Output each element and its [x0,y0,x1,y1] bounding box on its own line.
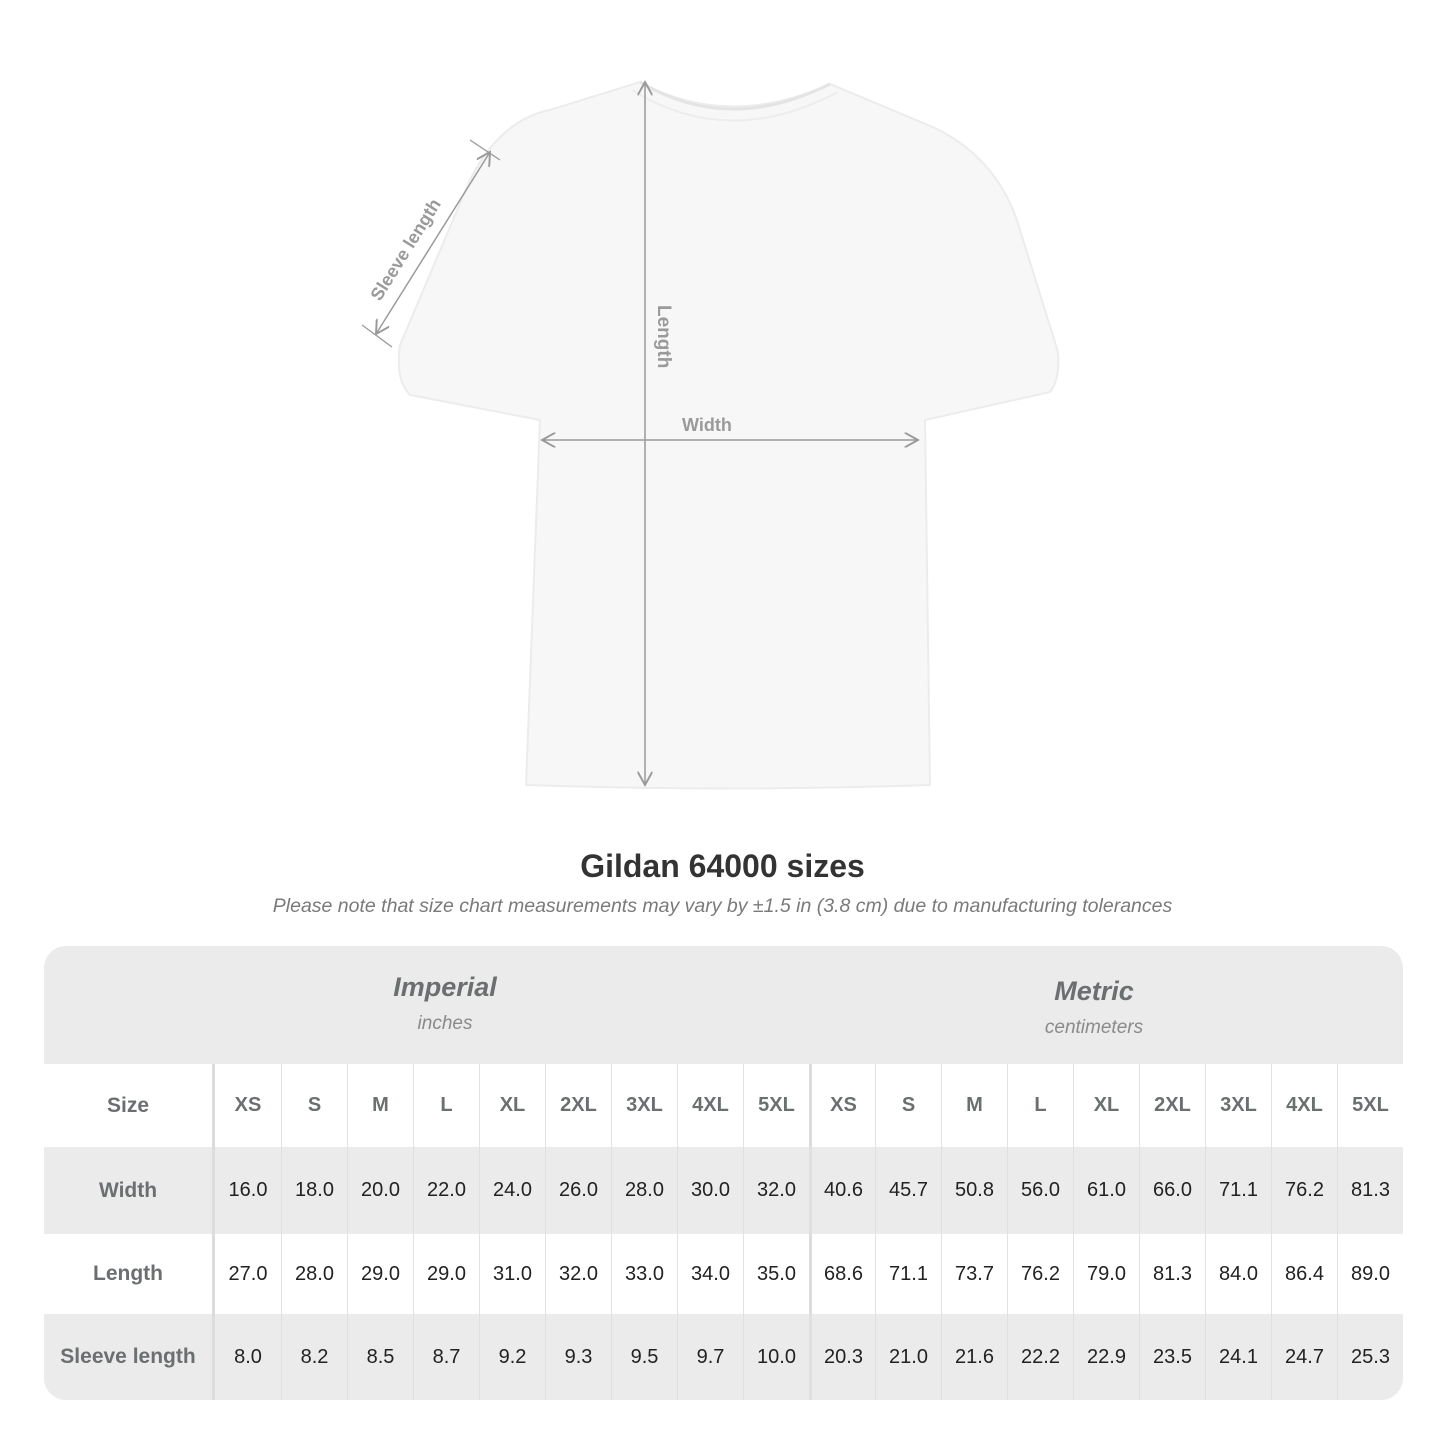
table-row: Sleeve length 8.0 8.2 8.5 8.7 9.2 9.3 9.5 9.7 10.… [44,1314,1403,1400]
measurement-cell: 25.3 [1337,1314,1403,1400]
measurement-cell: 22.9 [1073,1314,1139,1400]
measurement-cell: 26.0 [545,1147,611,1234]
size-header-cell: L [1007,1064,1073,1147]
measurement-cell: 81.3 [1337,1147,1403,1234]
measurement-cell: 8.5 [347,1314,413,1400]
size-header-cell: 4XL [1271,1064,1337,1147]
metric-header: Metric centimeters [864,950,1324,1068]
imperial-unit: inches [417,1013,473,1034]
size-header-cell: 2XL [545,1064,611,1147]
row-label: Sleeve length [44,1314,215,1400]
sleeve-line [376,152,490,334]
imperial-header: Imperial inches [215,946,675,1064]
page-title: Gildan 64000 sizes [580,848,865,884]
measurement-cell: 35.0 [743,1234,809,1314]
size-header-cell: S [875,1064,941,1147]
metric-title: Metric [1054,976,1134,1006]
width-label: Width [682,415,732,435]
size-header-cell: 5XL [1337,1064,1403,1147]
tolerance-note: Please note that size chart measurements… [272,895,1173,917]
measurement-cell: 40.6 [809,1147,875,1234]
measurement-cell: 31.0 [479,1234,545,1314]
size-header-cell: 5XL [743,1064,809,1147]
measurement-cell: 24.1 [1205,1314,1271,1400]
measurement-cell: 32.0 [743,1147,809,1234]
size-table: Imperial inches Metric centimeters Size X… [44,946,1403,1400]
measurement-cell: 16.0 [228,1179,268,1201]
measurement-cell: 20.0 [347,1147,413,1234]
size-header-row: Size XS S M L XL 2XL 3XL 4XL 5XL XS S M L XL 2XL 3XL 4XL 5… [44,1064,1403,1147]
measurement-cell: 9.5 [611,1314,677,1400]
size-header-cell: XS [234,1094,262,1116]
measurement-cell: 66.0 [1139,1147,1205,1234]
measurement-cell: 79.0 [1073,1234,1139,1314]
length-label: Length [653,305,674,368]
measurement-cell: 71.1 [875,1234,941,1314]
measurement-cell: 8.2 [281,1314,347,1400]
measurement-cell: 71.1 [1205,1147,1271,1234]
measurement-cell: 89.0 [1337,1234,1403,1314]
size-header-cell: M [347,1064,413,1147]
size-header-cell: XL [479,1064,545,1147]
measurement-cell: 9.3 [545,1314,611,1400]
measurement-cell: 24.0 [479,1147,545,1234]
size-header-cell: 3XL [611,1064,677,1147]
measurement-cell: 32.0 [545,1234,611,1314]
size-header-cell: 2XL [1139,1064,1205,1147]
imperial-title: Imperial [393,972,497,1002]
row-label: Size [44,1064,215,1147]
measurement-cell: 81.3 [1139,1234,1205,1314]
measurement-cell: 8.0 [234,1345,262,1368]
measurement-cell: 84.0 [1205,1234,1271,1314]
size-header-cell: M [941,1064,1007,1147]
tshirt-shape [397,80,1060,790]
measurement-cell: 29.0 [413,1234,479,1314]
measurement-cell: 30.0 [677,1147,743,1234]
measurement-cell: 21.6 [941,1314,1007,1400]
measurement-cell: 9.2 [479,1314,545,1400]
size-header-cell: XL [1073,1064,1139,1147]
measurement-cell: 50.8 [941,1147,1007,1234]
measurement-cell: 28.0 [611,1147,677,1234]
size-header-cell: 3XL [1205,1064,1271,1147]
measurement-cell: 34.0 [677,1234,743,1314]
measurement-cell: 9.7 [677,1314,743,1400]
tshirt-diagram: Sleeve length Length Width [361,0,1060,790]
measurement-cell: 18.0 [281,1147,347,1234]
measurement-cell: 29.0 [347,1234,413,1314]
measurement-cell: 45.7 [875,1147,941,1234]
measurement-cell: 21.0 [875,1314,941,1400]
size-header-cell: 4XL [677,1064,743,1147]
size-header-cell: XS [809,1064,875,1147]
measurement-cell: 73.7 [941,1234,1007,1314]
measurement-cell: 8.7 [413,1314,479,1400]
measurement-cell: 56.0 [1007,1147,1073,1234]
measurement-cell: 10.0 [743,1314,809,1400]
measurement-cell: 28.0 [281,1234,347,1314]
table-row: Length 27.0 28.0 29.0 29.0 31.0 32.0 33.0 34.0 35… [44,1234,1403,1314]
table-row: Width 16.0 18.0 20.0 22.0 24.0 26.0 28.0 30.0 32.… [44,1147,1403,1234]
measurement-cell: 33.0 [611,1234,677,1314]
size-header-cell: S [281,1064,347,1147]
measurement-cell: 76.2 [1007,1234,1073,1314]
measurement-cell: 27.0 [228,1262,268,1285]
measurement-cell: 22.2 [1007,1314,1073,1400]
measurement-cell: 61.0 [1073,1147,1139,1234]
measurement-cell: 86.4 [1271,1234,1337,1314]
measurement-cell: 22.0 [413,1147,479,1234]
measurement-cell: 24.7 [1271,1314,1337,1400]
row-label: Width [44,1147,215,1234]
row-label: Length [44,1234,215,1314]
measurement-cell: 20.3 [809,1314,875,1400]
measurement-cell: 76.2 [1271,1147,1337,1234]
metric-unit: centimeters [1044,1017,1144,1038]
size-header-cell: L [413,1064,479,1147]
measurement-cell: 68.6 [809,1234,875,1314]
measurement-cell: 23.5 [1139,1314,1205,1400]
